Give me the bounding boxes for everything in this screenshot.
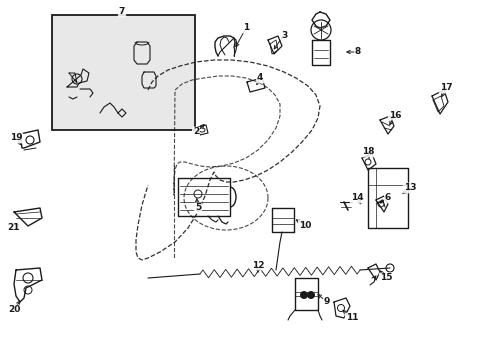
Text: 17: 17 [439, 84, 451, 93]
Text: 16: 16 [388, 111, 401, 120]
Text: 7: 7 [119, 8, 125, 17]
Bar [52, 15, 195, 130]
Text: 9: 9 [323, 297, 329, 306]
Text: 21: 21 [8, 224, 20, 233]
Text: 18: 18 [361, 148, 373, 157]
Circle shape [299, 291, 307, 299]
Text: 5: 5 [195, 203, 201, 212]
Text: 2: 2 [192, 127, 199, 136]
Text: 12: 12 [251, 261, 264, 270]
Text: 20: 20 [8, 306, 20, 315]
Text: 8: 8 [354, 48, 360, 57]
Text: 13: 13 [403, 184, 415, 193]
Text: 10: 10 [298, 220, 310, 230]
Text: 11: 11 [345, 314, 358, 323]
Text: 1: 1 [243, 23, 248, 32]
Text: 6: 6 [384, 194, 390, 202]
Text: 14: 14 [350, 194, 363, 202]
Text: 15: 15 [379, 274, 391, 283]
Text: 4: 4 [256, 73, 263, 82]
Text: 19: 19 [10, 134, 22, 143]
Text: 3: 3 [280, 31, 286, 40]
Circle shape [306, 291, 314, 299]
